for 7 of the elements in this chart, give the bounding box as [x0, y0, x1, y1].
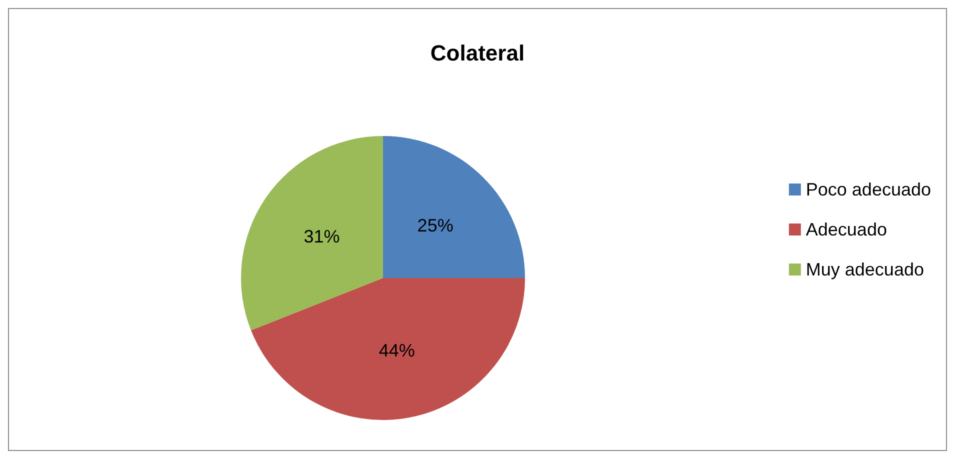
legend-label: Muy adecuado: [806, 260, 924, 280]
data-label: 44%: [378, 340, 415, 361]
legend-label: Poco adecuado: [806, 180, 932, 200]
data-label: 31%: [304, 226, 340, 246]
chart-title: Colateral: [430, 40, 525, 66]
data-label: 25%: [417, 216, 454, 236]
legend-label: Adecuado: [806, 220, 887, 240]
